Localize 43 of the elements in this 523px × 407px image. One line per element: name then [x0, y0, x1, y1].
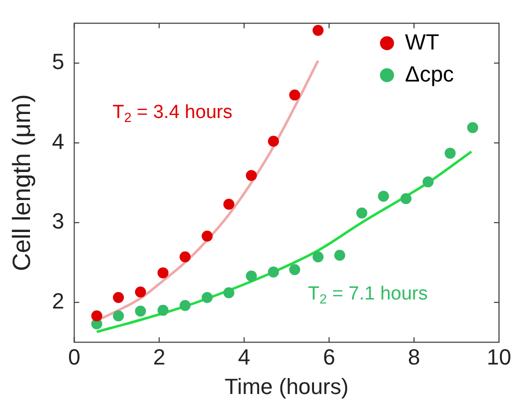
point — [289, 264, 300, 276]
point — [312, 24, 324, 36]
point — [268, 136, 279, 147]
x-axis-title: Time (hours) — [224, 374, 349, 399]
point — [378, 190, 389, 202]
y-axis-title: Cell length (μm) — [8, 94, 36, 272]
y-tick-label: 4 — [52, 128, 64, 154]
point — [312, 251, 324, 262]
point — [180, 300, 191, 312]
point — [180, 251, 191, 262]
point — [246, 170, 257, 182]
point — [356, 208, 368, 219]
point — [223, 198, 234, 210]
point — [422, 176, 434, 188]
point — [223, 287, 234, 298]
y-tick-label: 5 — [52, 49, 64, 74]
x-tick-label: 8 — [408, 344, 420, 370]
y-tick-label: 2 — [52, 288, 64, 314]
point — [91, 310, 102, 322]
point — [135, 306, 146, 317]
point — [467, 122, 478, 134]
point — [158, 304, 169, 316]
point — [202, 292, 213, 304]
line-series — [96, 150, 473, 334]
point — [112, 292, 124, 304]
point — [268, 266, 279, 278]
x-tick-label: 2 — [153, 344, 166, 370]
point — [444, 148, 456, 159]
point — [202, 230, 213, 242]
x-tick-label: 6 — [322, 344, 336, 370]
x-tick-label: 0 — [68, 344, 80, 370]
y-tick-label: 3 — [52, 208, 64, 234]
x-tick-label: 4 — [238, 344, 250, 370]
point — [334, 250, 346, 261]
point — [112, 310, 124, 322]
point — [135, 286, 146, 298]
point — [246, 270, 257, 282]
legend-label: Δcpc — [405, 61, 454, 86]
x-tick-label: 10 — [486, 344, 512, 370]
point — [158, 267, 169, 278]
legend-label: WT — [405, 29, 440, 54]
point — [289, 89, 300, 100]
point — [400, 193, 412, 204]
